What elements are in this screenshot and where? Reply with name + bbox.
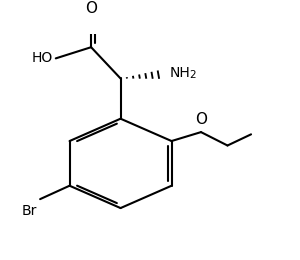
Text: Br: Br bbox=[22, 204, 37, 218]
Text: HO: HO bbox=[32, 51, 53, 65]
Text: NH: NH bbox=[169, 66, 190, 80]
Text: O: O bbox=[195, 112, 207, 127]
Text: 2: 2 bbox=[189, 70, 196, 80]
Text: O: O bbox=[85, 1, 97, 16]
